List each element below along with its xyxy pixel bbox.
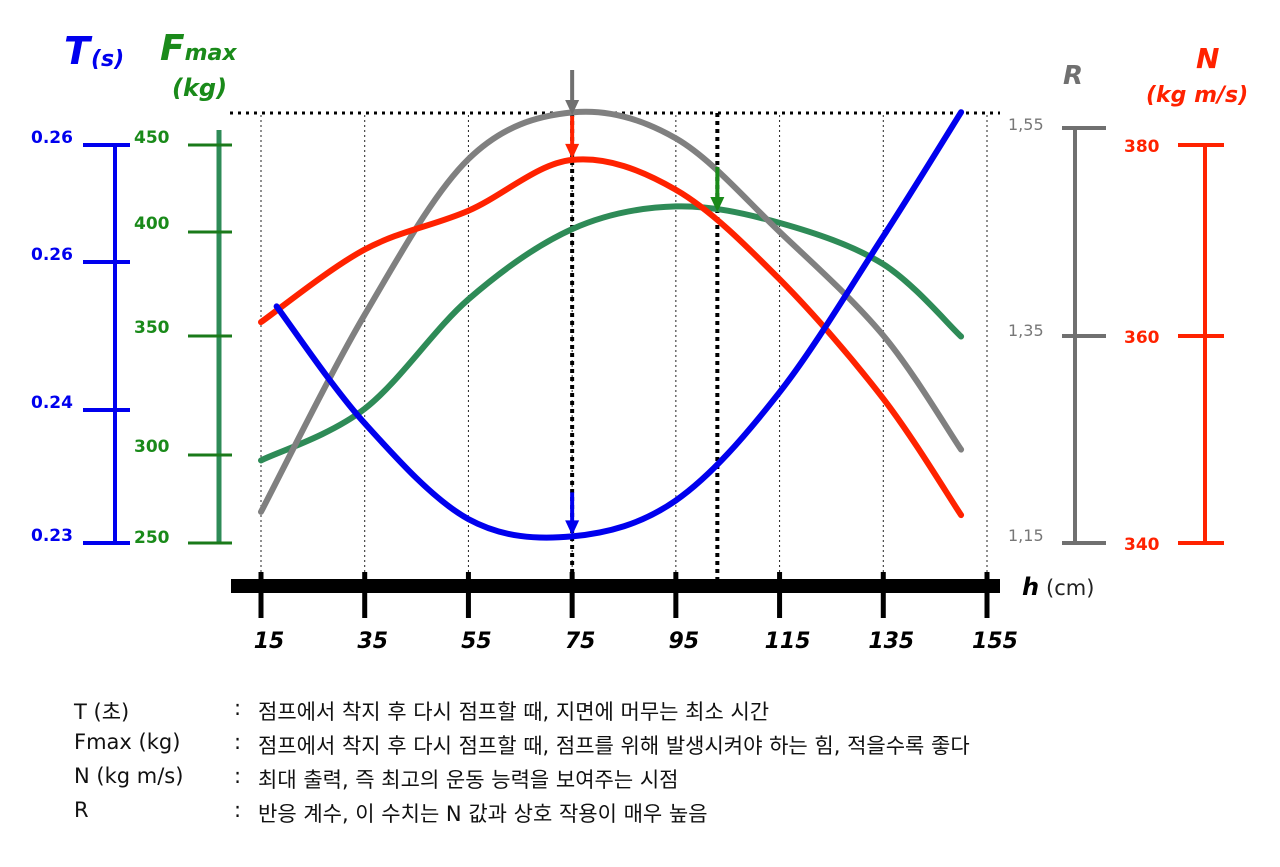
legend-separator: : xyxy=(234,730,242,754)
R-axis-title: R xyxy=(1063,61,1083,91)
x-tick-label: 35 xyxy=(357,629,388,654)
x-tick-label: 155 xyxy=(972,629,1018,654)
x-tick-label: 55 xyxy=(461,629,492,654)
R-series-line xyxy=(258,108,965,515)
markers xyxy=(565,70,725,536)
N-series-line xyxy=(258,156,965,519)
N-axis-title: N xyxy=(1196,42,1219,75)
Fmax-arrow xyxy=(710,167,725,213)
N-axis-unit: (kg m/s) xyxy=(1146,83,1248,108)
Fmax-axis-unit: (kg) xyxy=(172,74,227,102)
Fmax-tick-label: 250 xyxy=(134,528,170,548)
T-series-line xyxy=(273,109,965,541)
legend-separator: : xyxy=(234,798,242,822)
N-peak-arrow xyxy=(565,115,580,159)
R-peak-arrow xyxy=(565,70,580,115)
Fmax-tick-label: 450 xyxy=(134,128,170,148)
legend-description: 최대 출력, 즉 최고의 운동 능력을 보여주는 시점 xyxy=(258,768,679,792)
N-tick-label: 340 xyxy=(1124,535,1160,555)
legend-description: 점프에서 착지 후 다시 점프할 때, 지면에 머무는 최소 시간 xyxy=(258,700,770,724)
series xyxy=(258,108,965,541)
legend-separator: : xyxy=(234,764,242,788)
marker-arrow-head xyxy=(565,143,580,159)
T-axis-title: T xyxy=(64,29,93,73)
T-tick-label: 0.26 xyxy=(31,128,73,148)
legend-key: T (초) xyxy=(74,700,130,724)
x-tick-label: 115 xyxy=(765,629,811,654)
x-axis-title: h xyxy=(1022,573,1039,601)
chart: 15 35 55 75 95 115 135 155 h (cm) 0.26 0.26 0.24 0.23… xyxy=(31,28,1248,654)
N-tick-label: 360 xyxy=(1124,328,1160,348)
R-tick-label: 1,15 xyxy=(1008,526,1044,545)
R-tick-label: 1,35 xyxy=(1008,321,1044,340)
Fmax-tick-label: 350 xyxy=(134,318,170,338)
Fmax-tick-label: 300 xyxy=(134,437,170,457)
marker-arrow-head xyxy=(565,520,580,536)
T-axis-unit: (s) xyxy=(91,47,124,72)
N-tick-label: 380 xyxy=(1124,137,1160,157)
Fmax-tick-label: 400 xyxy=(134,214,170,234)
x-axis-unit: (cm) xyxy=(1046,576,1094,600)
x-tick-label: 75 xyxy=(565,629,596,654)
T-min-arrow xyxy=(565,492,580,536)
legend-key: R xyxy=(74,798,89,822)
legend-key: N (kg m/s) xyxy=(74,764,184,788)
labels: 15 35 55 75 95 115 135 155 h (cm) 0.26 0.26 0.24 0.23… xyxy=(31,28,1248,654)
T-tick-label: 0.23 xyxy=(31,526,73,546)
x-tick-label: 135 xyxy=(868,629,914,654)
marker-arrow-head xyxy=(710,197,725,213)
legend-description: 반응 계수, 이 수치는 N 값과 상호 작용이 매우 높음 xyxy=(258,802,708,826)
marker-arrow-head xyxy=(565,100,580,115)
x-tick-label: 15 xyxy=(254,629,285,654)
legend-key: Fmax (kg) xyxy=(74,730,181,754)
T-tick-label: 0.26 xyxy=(31,245,73,265)
T-tick-label: 0.24 xyxy=(31,393,73,413)
axes xyxy=(83,126,1224,618)
legend-separator: : xyxy=(234,696,242,720)
x-tick-label: 95 xyxy=(669,629,700,654)
Fmax-axis-title: Fmax xyxy=(160,28,237,69)
legend-description: 점프에서 착지 후 다시 점프할 때, 점프를 위해 발생시켜야 하는 힘, 적… xyxy=(258,734,970,758)
R-tick-label: 1,55 xyxy=(1008,115,1044,134)
